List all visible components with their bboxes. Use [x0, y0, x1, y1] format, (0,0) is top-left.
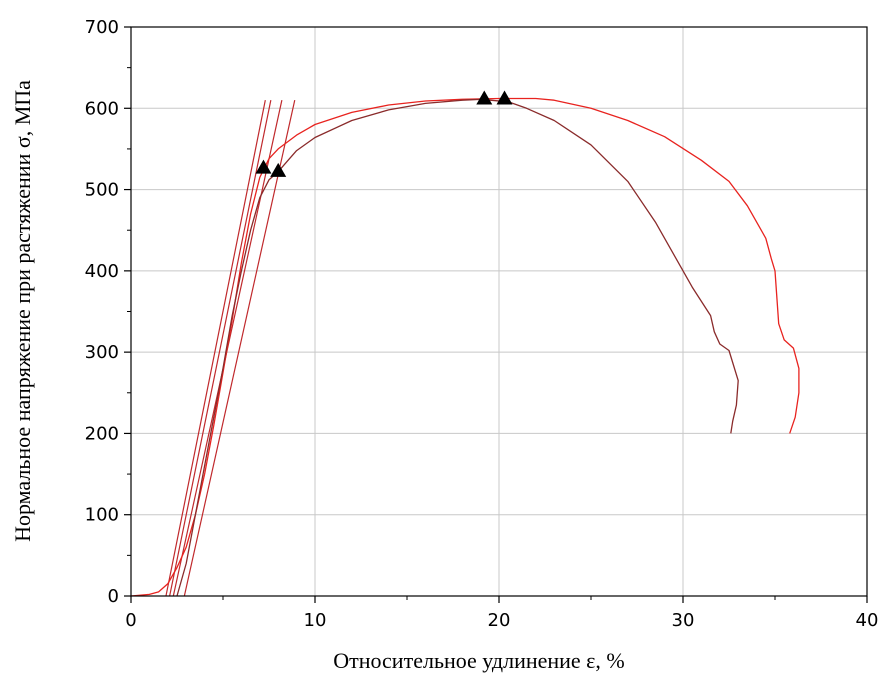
x-tick-label: 30	[672, 610, 695, 631]
data-series	[130, 97, 800, 597]
x-tick-label: 40	[856, 610, 879, 631]
y-tick-label: 400	[85, 261, 119, 282]
x-tick-label: 10	[304, 610, 327, 631]
x-tick-labels: 0 10 20 30 40	[125, 610, 878, 631]
triangle-marker	[496, 90, 513, 105]
y-tick-label: 700	[85, 17, 119, 38]
x-tick-label: 20	[488, 610, 511, 631]
x-tick-label: 0	[125, 610, 136, 631]
fit-line	[165, 100, 266, 597]
y-tick-label: 500	[85, 180, 119, 201]
series-line	[176, 98, 739, 597]
triangle-marker	[270, 162, 287, 177]
y-tick-label: 100	[85, 505, 119, 526]
y-tick-label: 200	[85, 423, 119, 444]
fit-line	[183, 100, 296, 597]
fit-line	[169, 100, 272, 597]
y-tick-labels: 0 100 200 300 400 500 600 700	[85, 17, 119, 607]
grid-lines	[131, 27, 867, 596]
triangle-markers	[255, 90, 513, 177]
y-tick-label: 300	[85, 342, 119, 363]
y-axis-title: Нормальное напряжение при растяжении σ, …	[10, 80, 35, 542]
y-tick-label: 0	[108, 586, 119, 607]
axis-ticks	[124, 26, 868, 603]
x-axis-title: Относительное удлинение ε, %	[333, 648, 625, 673]
y-tick-label: 600	[85, 98, 119, 119]
triangle-marker	[255, 159, 272, 174]
series-line	[130, 97, 800, 597]
triangle-marker	[476, 90, 493, 105]
